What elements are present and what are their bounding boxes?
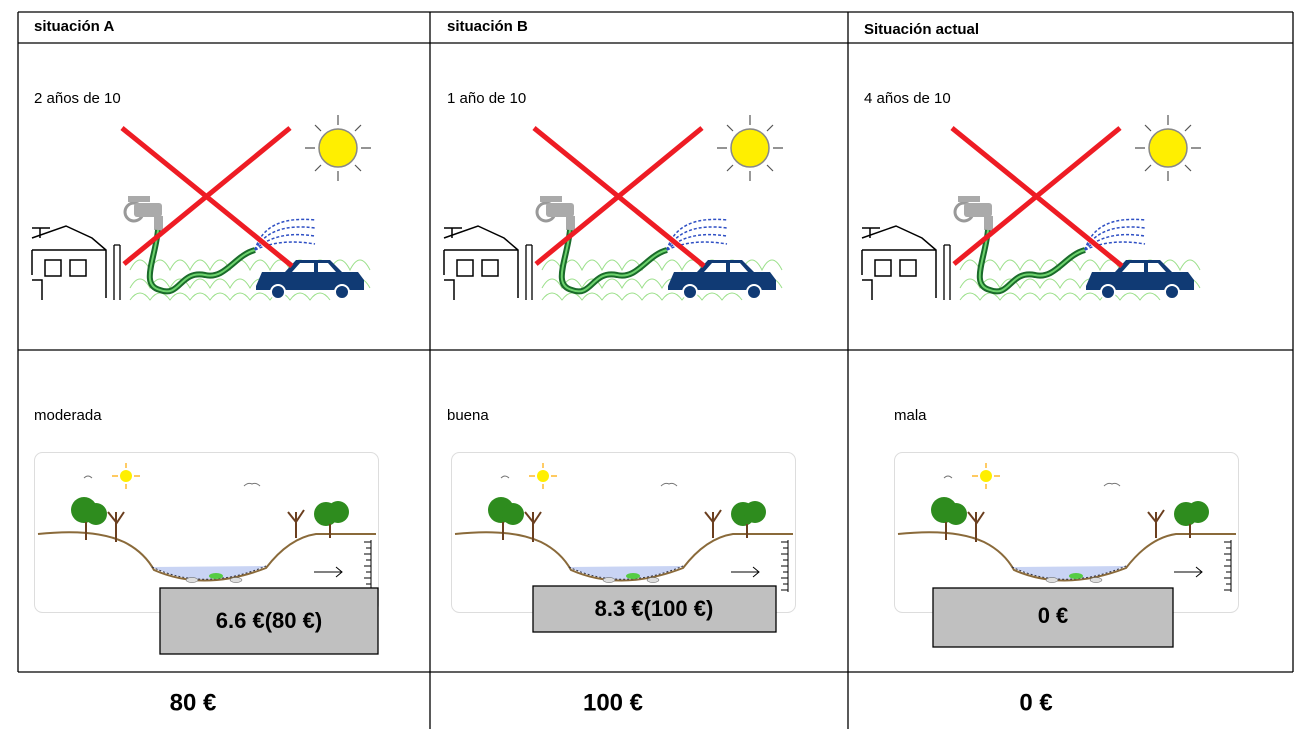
tap-illustration <box>862 115 1201 300</box>
price: 80 € <box>170 689 217 716</box>
frequency-label: 4 años de 10 <box>864 90 951 107</box>
frequency-label: 1 año de 10 <box>447 90 526 107</box>
column-header: situación B <box>447 18 528 35</box>
tap-illustration <box>32 115 371 300</box>
status-label: mala <box>894 407 927 424</box>
price-box <box>159 587 379 655</box>
tap-illustration <box>444 115 783 300</box>
column-header: Situación actual <box>864 21 979 38</box>
frequency-label: 2 años de 10 <box>34 90 121 107</box>
price-box <box>932 587 1174 648</box>
price-box-label: 0 € <box>1038 603 1069 628</box>
table-rules <box>17 11 1294 729</box>
price: 0 € <box>1019 689 1052 716</box>
status-label: buena <box>447 407 489 424</box>
price-box-label: 8.3 €(100 €) <box>595 596 714 621</box>
column-header: situación A <box>34 18 114 35</box>
price-box-label: 6.6 €(80 €) <box>216 608 322 633</box>
status-label: moderada <box>34 407 102 424</box>
price: 100 € <box>583 689 643 716</box>
price-box <box>532 585 777 633</box>
